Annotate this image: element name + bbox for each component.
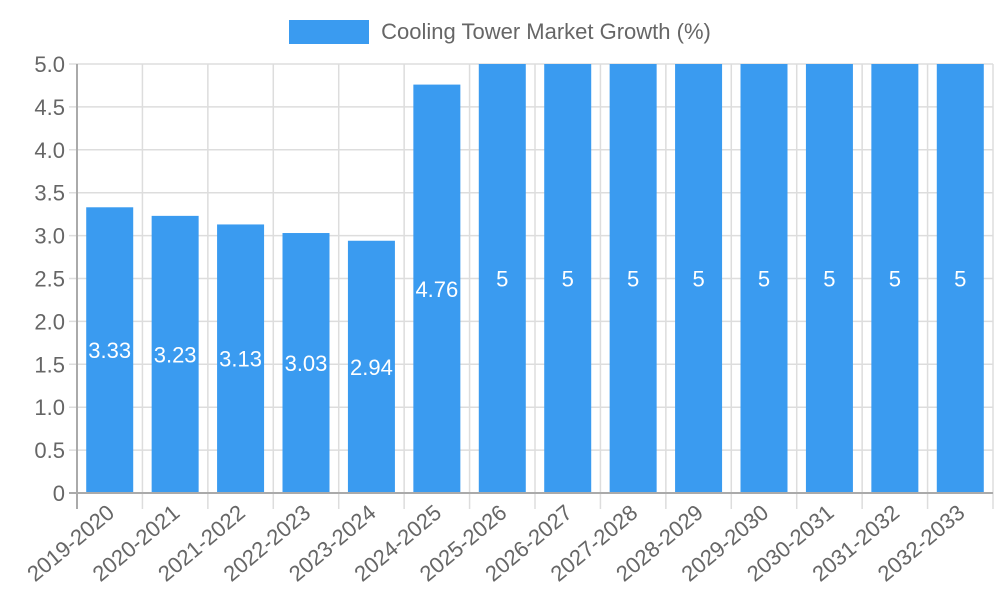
- y-tick-label: 1.0: [34, 395, 65, 420]
- bar-value-label: 4.76: [415, 277, 458, 302]
- y-tick-label: 0: [53, 481, 65, 506]
- y-tick-label: 0.5: [34, 438, 65, 463]
- bar-value-label: 5: [889, 267, 901, 292]
- y-tick-label: 3.5: [34, 181, 65, 206]
- bar[interactable]: [740, 64, 788, 493]
- bar[interactable]: [413, 84, 461, 493]
- y-tick-label: 5.0: [34, 52, 65, 77]
- bar-value-label: 5: [496, 267, 508, 292]
- bar-value-label: 5: [692, 267, 704, 292]
- bar-value-label: 5: [627, 267, 639, 292]
- chart-legend: Cooling Tower Market Growth (%): [0, 18, 1000, 46]
- bar[interactable]: [544, 64, 592, 493]
- bar[interactable]: [347, 240, 395, 493]
- bar[interactable]: [86, 207, 134, 493]
- bar[interactable]: [151, 215, 199, 493]
- bar-value-label: 5: [758, 267, 770, 292]
- bar[interactable]: [805, 64, 853, 493]
- y-tick-label: 4.5: [34, 95, 65, 120]
- bar-value-label: 5: [823, 267, 835, 292]
- y-tick-label: 2.0: [34, 309, 65, 334]
- bar[interactable]: [871, 64, 919, 493]
- y-tick-label: 1.5: [34, 352, 65, 377]
- bar[interactable]: [936, 64, 984, 493]
- bar-value-label: 3.03: [285, 351, 328, 376]
- legend-label: Cooling Tower Market Growth (%): [381, 19, 711, 44]
- bar[interactable]: [217, 224, 265, 494]
- y-tick-label: 3.0: [34, 224, 65, 249]
- bar[interactable]: [478, 64, 526, 493]
- bar-value-label: 3.23: [154, 342, 197, 367]
- y-tick-label: 2.5: [34, 267, 65, 292]
- bar-value-label: 2.94: [350, 355, 393, 380]
- bar-value-label: 5: [954, 267, 966, 292]
- bar-value-label: 3.13: [219, 347, 262, 372]
- bars: 3.33 3.23 3.13 3.03 2.94 4.76 5 5 5 5 5 5 5 5: [86, 64, 984, 494]
- bar[interactable]: [609, 64, 657, 493]
- bar-value-label: 5: [562, 267, 574, 292]
- legend-swatch[interactable]: [289, 20, 370, 44]
- axes: [69, 64, 993, 509]
- bar[interactable]: [675, 64, 723, 493]
- grid-lines: [69, 63, 994, 509]
- bar-value-label: 3.33: [88, 338, 131, 363]
- bar[interactable]: [282, 233, 330, 493]
- y-tick-label: 4.0: [34, 138, 65, 163]
